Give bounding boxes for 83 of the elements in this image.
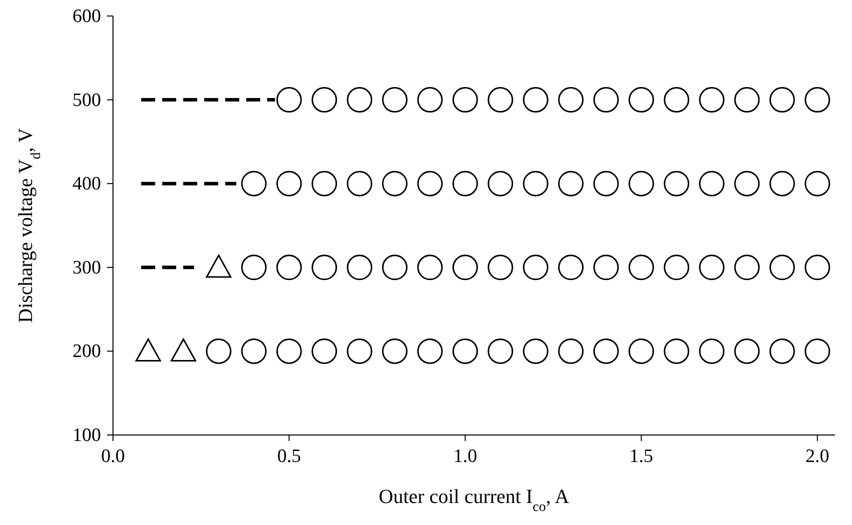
point — [452, 254, 478, 280]
x-tick-label: 1.0 — [453, 446, 478, 467]
x-tick-label: 0.5 — [277, 446, 301, 467]
point — [628, 254, 654, 280]
point — [312, 170, 338, 196]
y-tick-label: 400 — [72, 174, 101, 195]
point — [769, 87, 795, 113]
point — [734, 87, 760, 113]
point — [452, 87, 478, 113]
point — [382, 170, 408, 196]
point — [135, 338, 161, 362]
point — [628, 87, 654, 113]
y-tick-label: 600 — [72, 6, 101, 27]
point — [558, 87, 584, 113]
point — [522, 338, 548, 364]
point — [734, 254, 760, 280]
y-tick-label: 500 — [72, 90, 101, 111]
point — [522, 87, 548, 113]
point — [558, 170, 584, 196]
point — [276, 87, 302, 113]
point — [769, 170, 795, 196]
point — [522, 170, 548, 196]
point — [241, 170, 267, 196]
point — [664, 87, 690, 113]
point — [382, 87, 408, 113]
y-tick-label: 200 — [72, 341, 101, 362]
point — [382, 338, 408, 364]
point — [593, 338, 619, 364]
point — [804, 338, 830, 364]
point — [558, 254, 584, 280]
point — [382, 254, 408, 280]
point — [593, 87, 619, 113]
point — [734, 170, 760, 196]
point — [769, 338, 795, 364]
point — [522, 254, 548, 280]
point — [488, 170, 514, 196]
point — [312, 338, 338, 364]
point — [417, 338, 443, 364]
point — [593, 170, 619, 196]
x-axis-title: Outer coil current I$_{co}$, A — [378, 486, 570, 514]
point — [312, 87, 338, 113]
point — [558, 338, 584, 364]
point — [346, 170, 372, 196]
point — [804, 87, 830, 113]
point — [276, 254, 302, 280]
point — [628, 338, 654, 364]
point — [452, 338, 478, 364]
y-tick-label: 100 — [72, 425, 101, 446]
point — [488, 254, 514, 280]
point — [628, 170, 654, 196]
point — [698, 87, 724, 113]
x-tick-label: 1.5 — [629, 446, 654, 467]
point — [276, 338, 302, 364]
point — [488, 87, 514, 113]
point — [206, 254, 232, 278]
point — [698, 338, 724, 364]
point — [312, 254, 338, 280]
point — [488, 338, 514, 364]
point — [734, 338, 760, 364]
point — [417, 87, 443, 113]
point — [346, 254, 372, 280]
point — [664, 338, 690, 364]
point — [804, 254, 830, 280]
point — [664, 170, 690, 196]
point — [769, 254, 795, 280]
point — [241, 338, 267, 364]
point — [593, 254, 619, 280]
point — [241, 254, 267, 280]
point — [698, 170, 724, 196]
x-tick-label: 2.0 — [806, 446, 830, 467]
point — [664, 254, 690, 280]
point — [804, 170, 830, 196]
point — [346, 338, 372, 364]
point — [206, 338, 232, 364]
y-tick-label: 300 — [72, 257, 101, 278]
point — [452, 170, 478, 196]
x-tick-label: 0.0 — [101, 446, 125, 467]
point — [276, 170, 302, 196]
point — [417, 254, 443, 280]
point — [170, 338, 196, 362]
point — [417, 170, 443, 196]
point — [698, 254, 724, 280]
point — [346, 87, 372, 113]
